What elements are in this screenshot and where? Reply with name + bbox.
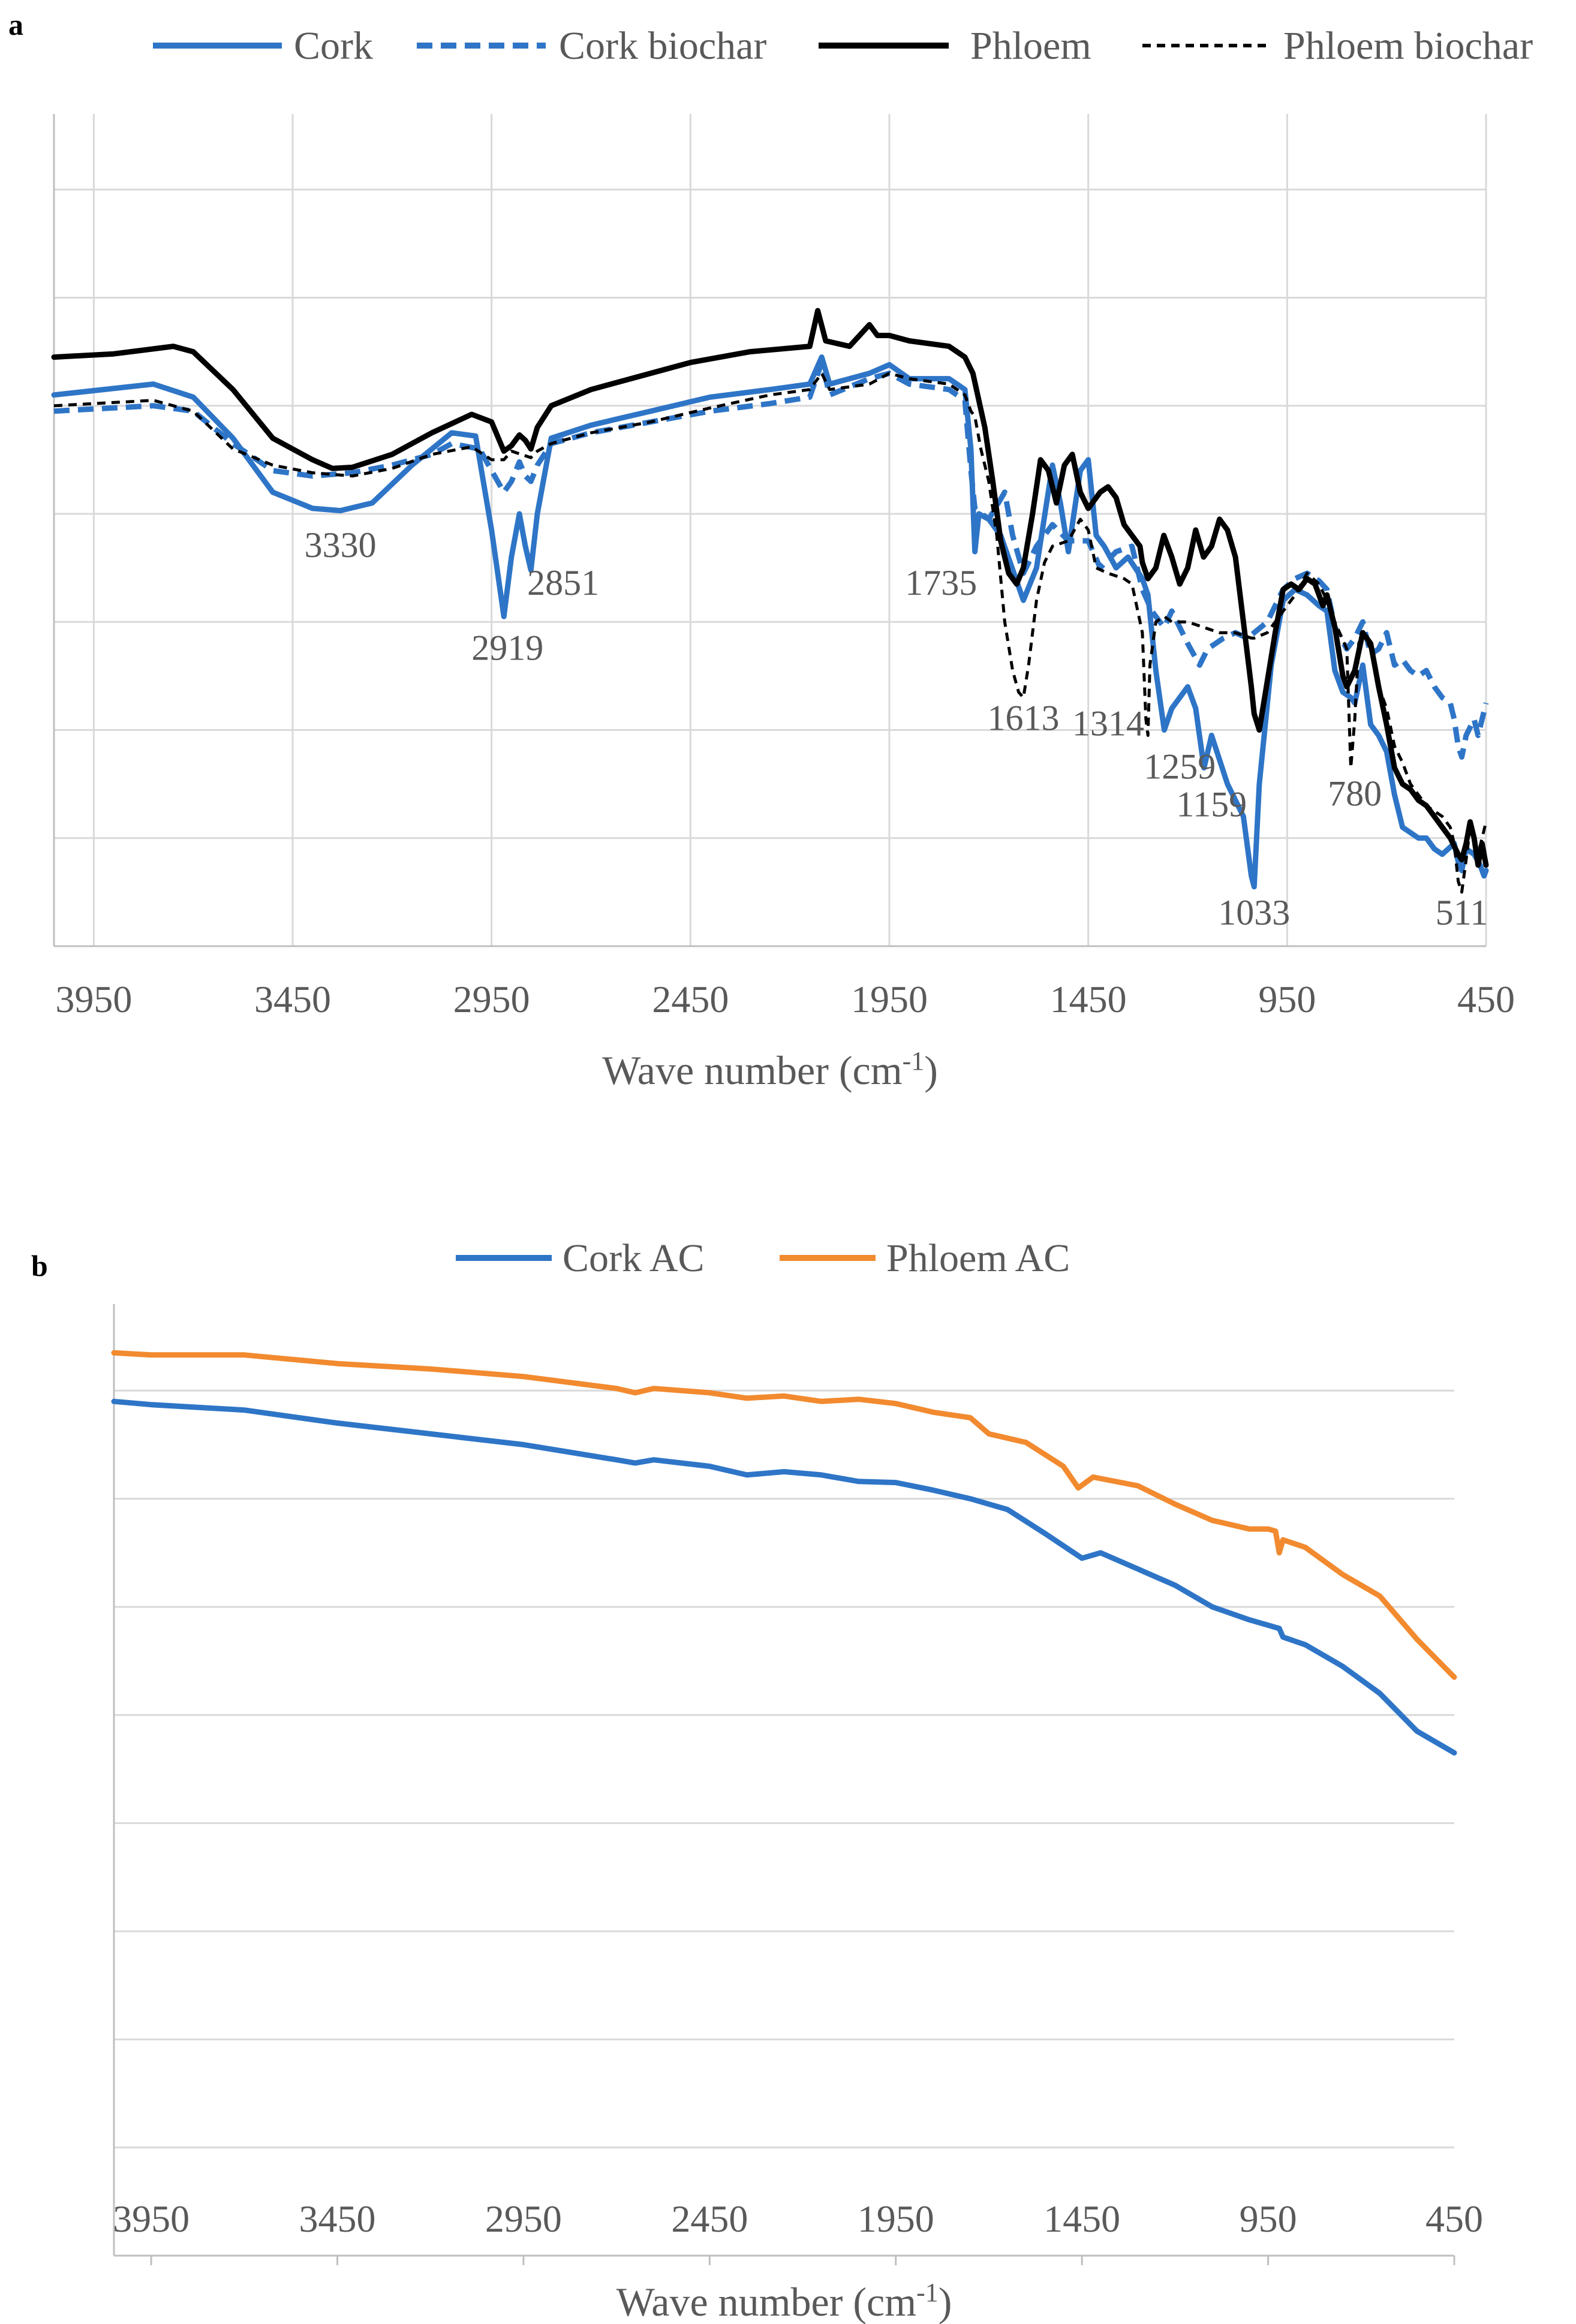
x-tick-label: 3950 bbox=[113, 2197, 190, 2240]
panel-b-x-tick-labels: 3950 3450 2950 2450 1950 1450 950 450 bbox=[113, 2197, 1483, 2240]
legend-label-cork-biochar: Cork biochar bbox=[559, 24, 766, 68]
x-tick-label: 1950 bbox=[858, 2197, 934, 2240]
peak-label-780: 780 bbox=[1328, 774, 1382, 814]
panel-a-x-axis-title: Wave number (cm-1) bbox=[602, 1046, 938, 1093]
panel-b-x-axis-title-sup: -1 bbox=[916, 2278, 939, 2307]
panel-b-gridlines bbox=[113, 1304, 1455, 2265]
peak-label-511: 511 bbox=[1436, 893, 1488, 932]
panel-a-x-tick-labels: 3950 3450 2950 2450 1950 1450 950 450 bbox=[55, 978, 1515, 1020]
x-tick-label: 950 bbox=[1240, 2197, 1297, 2240]
panel-b-chart: b Cork AC Phloem AC 3950 3450 2950 2450 1950 1… bbox=[31, 1236, 1483, 2324]
peak-label-1033: 1033 bbox=[1218, 893, 1290, 932]
x-tick-label: 1450 bbox=[1043, 2197, 1120, 2240]
peak-label-2919: 2919 bbox=[471, 628, 543, 667]
x-tick-label: 2950 bbox=[453, 978, 530, 1020]
x-tick-label: 950 bbox=[1258, 978, 1316, 1020]
panel-b-legend: Cork AC Phloem AC bbox=[456, 1236, 1070, 1280]
peak-label-2851: 2851 bbox=[527, 563, 599, 603]
x-tick-label: 450 bbox=[1457, 978, 1515, 1020]
panel-a-x-axis-title-main: Wave number (cm bbox=[602, 1047, 903, 1093]
peak-label-1259: 1259 bbox=[1144, 747, 1216, 787]
panel-b-x-axis-title-main: Wave number (cm bbox=[616, 2279, 917, 2324]
series-line-cork-ac bbox=[111, 1398, 1457, 1756]
peak-label-3330: 3330 bbox=[305, 525, 377, 565]
panel-a-series-group bbox=[51, 308, 1489, 894]
panel-a-x-axis-title-suffix: ) bbox=[924, 1047, 938, 1093]
series-line-cork-biochar bbox=[53, 360, 1489, 760]
x-tick-label: 1450 bbox=[1050, 978, 1127, 1020]
panel-a-letter: a bbox=[8, 8, 23, 41]
panel-b-x-axis-title: Wave number (cm-1) bbox=[616, 2278, 952, 2324]
panel-a-gridlines bbox=[53, 114, 1487, 947]
x-tick-label: 2950 bbox=[485, 2197, 562, 2240]
x-tick-label: 1950 bbox=[851, 978, 928, 1020]
legend-label-phloem-ac: Phloem AC bbox=[886, 1236, 1070, 1280]
series-line-phloem-ac bbox=[111, 1350, 1457, 1680]
peak-label-1314: 1314 bbox=[1072, 703, 1144, 743]
x-tick-label: 3450 bbox=[254, 978, 331, 1020]
x-tick-label: 2450 bbox=[671, 2197, 748, 2240]
legend-label-phloem-biochar: Phloem biochar bbox=[1283, 24, 1533, 68]
panel-b-letter: b bbox=[31, 1249, 48, 1283]
peak-label-1735: 1735 bbox=[905, 563, 977, 603]
x-tick-label: 3450 bbox=[299, 2197, 376, 2240]
legend-label-cork: Cork bbox=[294, 24, 373, 68]
panel-a-chart: a Cork Cork biochar Phloem Phloem biochar 3… bbox=[8, 8, 1533, 1093]
x-tick-label: 450 bbox=[1425, 2197, 1483, 2240]
x-tick-label: 2450 bbox=[652, 978, 729, 1020]
panel-b-series-group bbox=[111, 1350, 1457, 1756]
x-tick-label: 3950 bbox=[55, 978, 132, 1020]
peak-label-1159: 1159 bbox=[1176, 785, 1247, 824]
series-line-phloem-biochar bbox=[53, 372, 1488, 894]
peak-label-1613: 1613 bbox=[988, 698, 1060, 737]
legend-label-phloem: Phloem bbox=[970, 24, 1091, 68]
panel-a-legend: Cork Cork biochar Phloem Phloem biochar bbox=[153, 24, 1533, 68]
series-line-phloem bbox=[51, 308, 1489, 868]
panel-b-x-axis-title-suffix: ) bbox=[939, 2279, 952, 2324]
panel-a-x-axis-title-sup: -1 bbox=[903, 1046, 925, 1076]
legend-label-cork-ac: Cork AC bbox=[563, 1236, 705, 1280]
